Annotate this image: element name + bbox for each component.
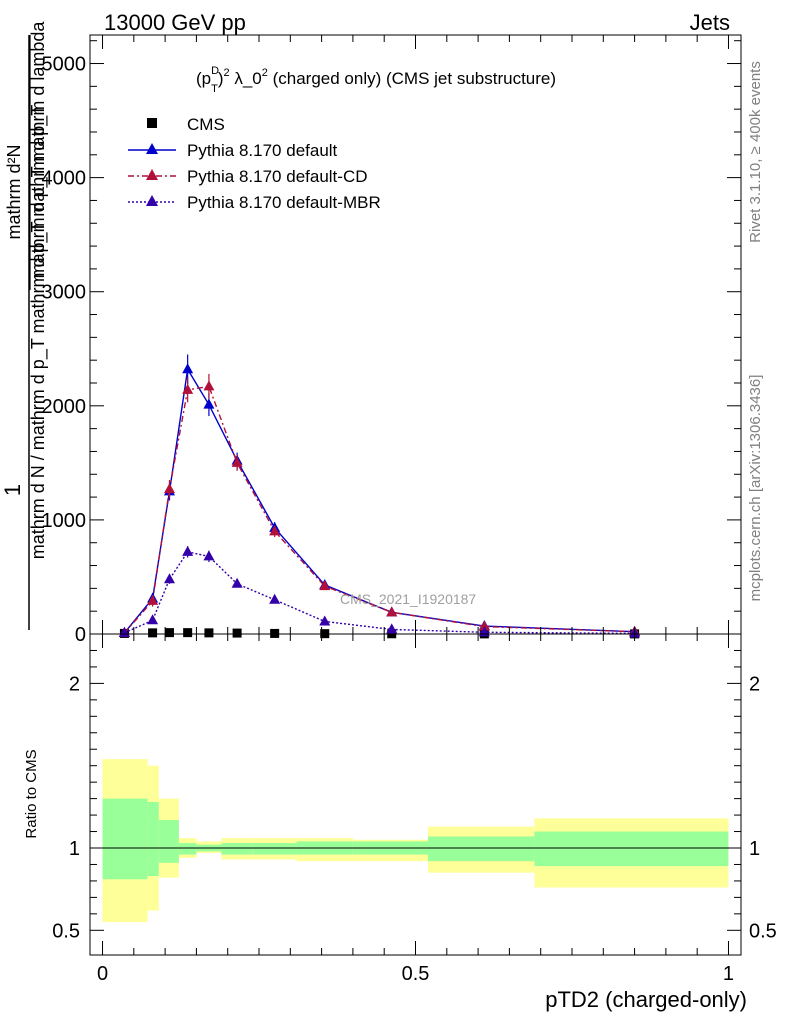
ratio-band-inner-1 [147, 801, 159, 876]
point-cd-5 [231, 456, 243, 467]
point-mbr-4 [203, 550, 215, 561]
ratio-ylabel: Ratio to CMS [23, 749, 40, 838]
x-tick-label-0: 0 [97, 963, 108, 985]
main-panel: 0 1000 2000 3000 4000 5000 [42, 34, 742, 646]
ratio-band-inner-9 [428, 836, 535, 862]
main-ytick-label-3: 3000 [42, 282, 87, 304]
plot-title: (pD T)2 λ_02 (charged only) (CMS jet subs… [196, 65, 556, 95]
point-cd-9 [478, 620, 490, 631]
ratio-band-inner-6 [252, 843, 297, 855]
point-cd-2 [163, 483, 175, 494]
point-mbr-1 [147, 614, 159, 625]
point-cd-3 [182, 383, 194, 394]
mcplots-label: mcplots.cern.ch [arXiv:1306.3436] [747, 375, 764, 602]
legend-label-mbr: Pythia 8.170 default-MBR [187, 193, 381, 212]
ratio-ytick-label-left-1: 1 [69, 838, 80, 860]
legend-marker-mbr [146, 195, 158, 206]
legend-label-cms: CMS [187, 115, 225, 134]
point-default-3 [182, 363, 194, 374]
ratio-panel: 0.5 0.5 1 1 2 2 [52, 633, 777, 956]
rivet-label: Rivet 3.1.10, ≥ 400k events [747, 61, 764, 243]
main-ytick-label-5: 5000 [42, 54, 87, 76]
point-mbr-5 [231, 577, 243, 588]
ratio-band-inner-2 [158, 820, 179, 863]
main-ytick-label-4: 4000 [42, 168, 87, 190]
point-cd-6 [269, 525, 281, 536]
analysis-watermark: CMS_2021_I1920187 [340, 591, 476, 607]
ratio-ytick-label-right-0: 0.5 [749, 920, 777, 942]
point-mbr-7 [319, 615, 331, 626]
point-default-4 [203, 398, 215, 409]
ratio-ytick-label-left-0: 0.5 [52, 920, 80, 942]
ratio-band-layer [102, 759, 729, 923]
ratio-band-inner-0 [102, 798, 148, 880]
point-cd-4 [203, 380, 215, 391]
point-cd-7 [319, 580, 331, 591]
ratio-frame [89, 633, 742, 956]
main-ytick-label-2: 2000 [42, 396, 87, 418]
point-cms-4 [204, 628, 214, 638]
legend-entry-default: Pythia 8.170 default [128, 141, 338, 160]
point-cd-1 [147, 594, 159, 605]
ratio-ytick-label-right-2: 2 [749, 673, 760, 695]
ratio-band-inner-5 [221, 843, 253, 855]
ylabel-one: 1 [0, 484, 25, 496]
legend-label-default: Pythia 8.170 default [187, 141, 338, 160]
point-mbr-6 [269, 593, 281, 604]
ylabel-numerator-top: mathrm d²N [4, 144, 24, 239]
header-right: Jets [690, 10, 730, 35]
legend-entry-cms: CMS [147, 115, 225, 134]
main-series-layer [118, 354, 641, 639]
x-axis-label: pTD2 (charged-only) [545, 987, 747, 1012]
main-ytick-label-1: 1000 [42, 510, 87, 532]
point-cms-6 [270, 628, 280, 638]
x-tick-label-1: 0.5 [402, 963, 430, 985]
header-left: 13000 GeV pp [104, 10, 246, 35]
ylabel-numerator-bottom: mathrm d p_T mathrm d lambda [28, 21, 49, 279]
main-ytick-label-0: 0 [75, 624, 86, 646]
legend-entry-mbr: Pythia 8.170 default-MBR [128, 193, 381, 212]
legend-entry-cd: Pythia 8.170 default-CD [128, 167, 368, 186]
ratio-ytick-label-left-2: 2 [69, 673, 80, 695]
ratio-ytick-label-right-1: 1 [749, 838, 760, 860]
point-mbr-2 [163, 573, 175, 584]
point-cms-2 [164, 628, 174, 638]
ylabel-denominator: mathrm d N / mathrm d p_T mathrm d p_T m… [28, 105, 49, 559]
main-ylabel: 1 mathrm d N / mathrm d p_T mathrm d p_T… [0, 21, 49, 630]
ratio-band-inner-3 [178, 843, 197, 855]
point-cms-5 [232, 628, 242, 638]
legend-marker-default [146, 143, 158, 154]
legend-marker-cd [146, 169, 158, 180]
legend-marker-cms [147, 118, 157, 128]
point-mbr-8 [386, 623, 398, 634]
legend-label-cd: Pythia 8.170 default-CD [187, 167, 368, 186]
ratio-band-inner-10 [534, 831, 729, 867]
point-cms-3 [183, 628, 193, 638]
point-cms-1 [148, 628, 158, 638]
point-cd-8 [386, 606, 398, 617]
point-mbr-3 [182, 545, 194, 556]
x-tick-label-2: 1 [723, 963, 734, 985]
legend: CMS Pythia 8.170 default Pythia 8.170 de… [128, 115, 381, 212]
x-tick-label-group: 0 0.5 1 [97, 963, 734, 985]
